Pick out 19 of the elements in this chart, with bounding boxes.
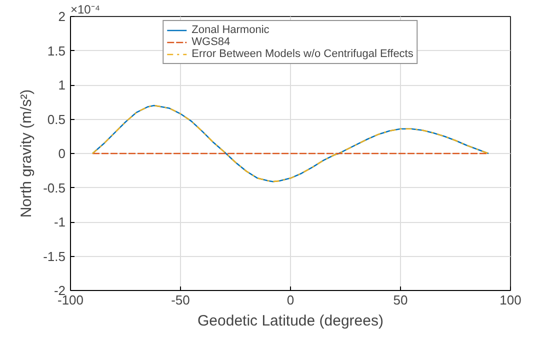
text: ×10⁻⁴ bbox=[70, 2, 100, 16]
line-series bbox=[92, 104, 490, 182]
x-tick-label: 0 bbox=[286, 292, 294, 308]
x-tick-label: -50 bbox=[171, 292, 190, 308]
x-axis-title: Geodetic Latitude (degrees) bbox=[198, 312, 384, 330]
y-tick-label: 2 bbox=[58, 9, 66, 24]
y-tick-label: -1 bbox=[54, 214, 66, 230]
x-tick-label: 100 bbox=[500, 292, 522, 308]
x-tick-label: 50 bbox=[393, 292, 408, 308]
y-tick-label: 1.5 bbox=[47, 43, 66, 58]
y-tick-label: 0 bbox=[58, 146, 66, 161]
legend-label: WGS84 bbox=[192, 36, 230, 48]
y-tick-label: -0.5 bbox=[43, 180, 66, 196]
y-tick-label: -1.5 bbox=[43, 248, 66, 264]
y-tick-label: 0.5 bbox=[47, 112, 66, 127]
legend-label: Error Between Models w/o Centrifugal Effects bbox=[192, 48, 414, 60]
legend-label: Zonal Harmonic bbox=[192, 24, 270, 36]
y-tick-label: 1 bbox=[58, 78, 66, 92]
y-axis-title: North gravity (m/s²) bbox=[18, 89, 36, 218]
